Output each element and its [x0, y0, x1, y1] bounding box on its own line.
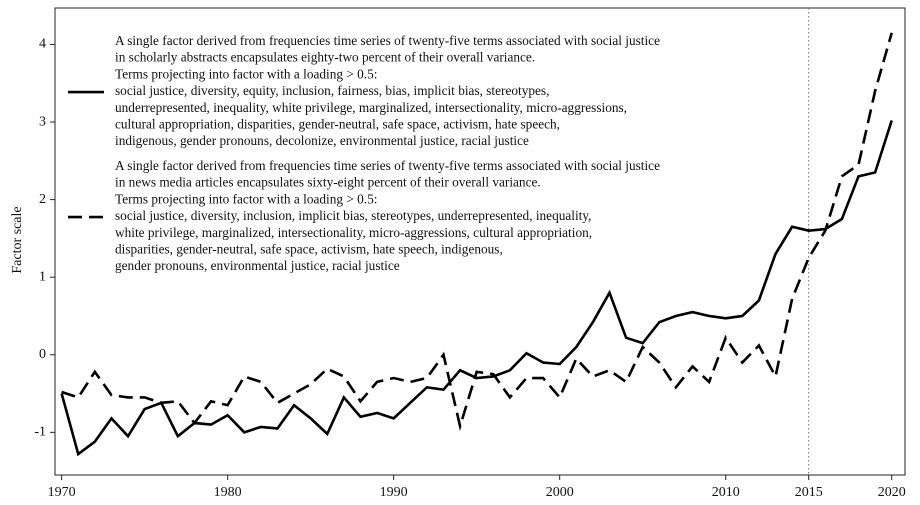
legend-label: cultural appropriation, disparities, gen… [115, 117, 560, 132]
legend-label: Terms projecting into factor with a load… [115, 66, 377, 81]
legend-label: social justice, diversity, inclusion, im… [115, 208, 591, 223]
legend-label: gender pronouns, environmental justice, … [115, 258, 400, 273]
y-tick-label: -1 [34, 425, 46, 440]
y-tick-label: 1 [39, 269, 46, 284]
legend-label: disparities, gender-neutral, safe space,… [115, 242, 503, 257]
data-line [60, 120, 893, 457]
x-tick-label: 2000 [546, 485, 574, 500]
y-tick-label: 3 [39, 114, 46, 129]
data-line [61, 32, 893, 432]
x-tick-label: 2020 [878, 485, 906, 500]
legend-label: A single factor derived from frequencies… [115, 158, 660, 173]
y-tick-label: 0 [39, 347, 46, 362]
legend-label: Terms projecting into factor with a load… [115, 191, 377, 206]
x-tick-label: 1970 [48, 485, 76, 500]
legend-label: social justice, diversity, equity, inclu… [115, 83, 549, 98]
x-tick-label: 1980 [214, 485, 242, 500]
x-tick-label: 1990 [380, 485, 408, 500]
legend-label: A single factor derived from frequencies… [115, 33, 660, 48]
x-tick-label: 2010 [712, 485, 740, 500]
x-tick-label: 2015 [795, 485, 823, 500]
y-axis-label: Factor scale [10, 206, 25, 273]
plot-frame [54, 7, 906, 476]
legend-label: indigenous, gender pronouns, decolonize,… [115, 133, 529, 148]
y-tick-label: 4 [39, 37, 46, 52]
legend-label: in news media articles encapsulates sixt… [115, 175, 541, 190]
legend-label: underrepresented, inequality, white priv… [115, 100, 627, 115]
legend-label: in scholarly abstracts encapsulates eigh… [115, 50, 535, 65]
legend-label: white privilege, marginalized, intersect… [115, 225, 592, 240]
y-tick-label: 2 [39, 192, 46, 207]
